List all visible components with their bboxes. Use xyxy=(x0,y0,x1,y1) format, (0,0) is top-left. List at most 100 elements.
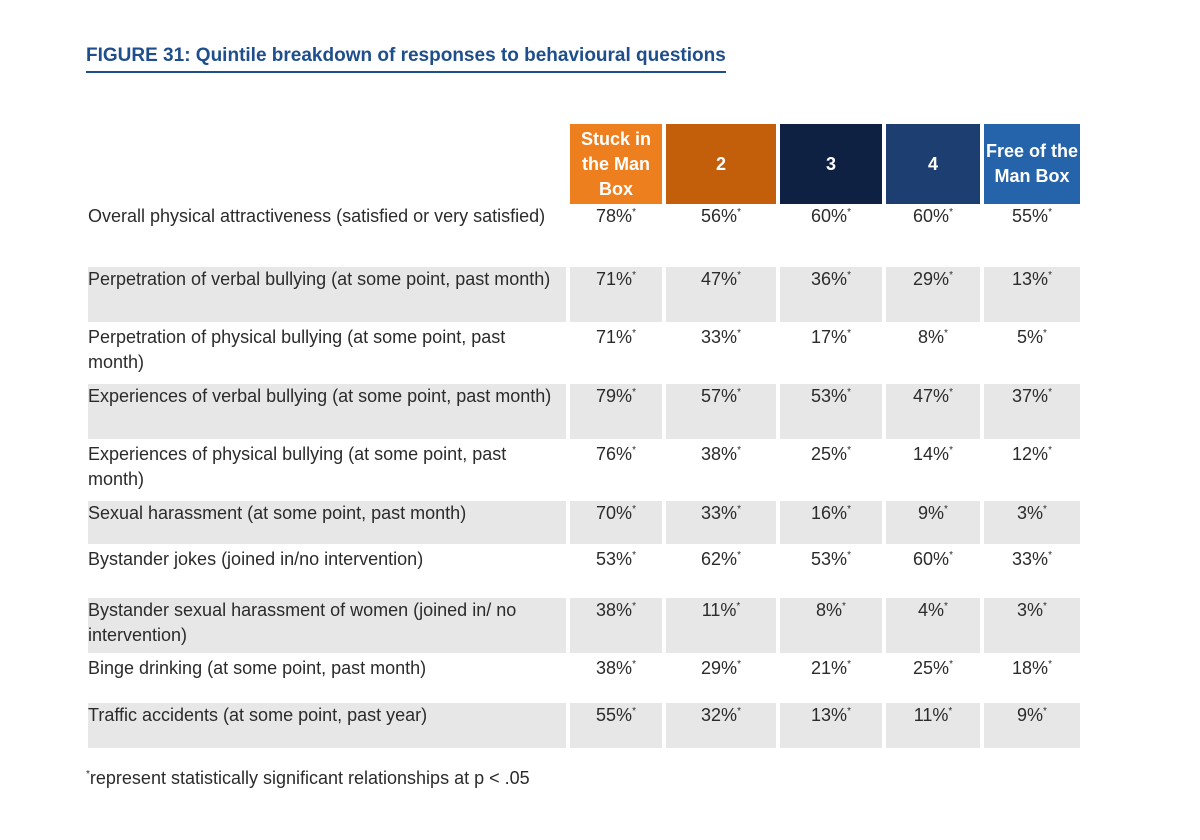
significance-marker: * xyxy=(632,207,636,218)
table-row: Bystander jokes (joined in/no interventi… xyxy=(88,547,1080,595)
significance-marker: * xyxy=(1043,601,1047,612)
table-row: Perpetration of verbal bullying (at some… xyxy=(88,267,1080,322)
significance-marker: * xyxy=(736,601,741,612)
table-row: Binge drinking (at some point, past mont… xyxy=(88,656,1080,700)
value-cell: 53%* xyxy=(570,547,662,595)
significance-marker: * xyxy=(632,706,636,717)
table-row: Experiences of physical bullying (at som… xyxy=(88,442,1080,498)
value-cell: 57%* xyxy=(666,384,776,439)
value-text: 18% xyxy=(1012,658,1049,678)
value-cell: 4%* xyxy=(886,598,980,653)
significance-marker: * xyxy=(737,706,741,717)
significance-marker: * xyxy=(949,207,953,218)
value-text: 8% xyxy=(918,327,945,347)
significance-marker: * xyxy=(737,207,741,218)
row-label: Overall physical attractiveness (satisfi… xyxy=(88,206,546,226)
value-text: 55% xyxy=(596,705,633,725)
value-cell: 9%* xyxy=(984,703,1080,748)
table-row: Overall physical attractiveness (satisfi… xyxy=(88,204,1080,264)
value-text: 17% xyxy=(811,327,848,347)
significance-marker: * xyxy=(632,601,636,612)
value-text: 12% xyxy=(1012,444,1049,464)
value-text: 14% xyxy=(913,444,950,464)
value-cell: 14%* xyxy=(886,442,980,498)
significance-marker: * xyxy=(632,504,636,515)
significance-marker: * xyxy=(632,270,636,281)
column-header-free: Free of the Man Box xyxy=(984,124,1080,204)
value-cell: 33%* xyxy=(984,547,1080,595)
significance-marker: * xyxy=(1048,550,1052,561)
significance-marker: * xyxy=(847,387,851,398)
value-text: 60% xyxy=(811,206,848,226)
significance-marker: * xyxy=(1048,270,1052,281)
significance-marker: * xyxy=(949,550,953,561)
value-cell: 11%* xyxy=(666,598,776,653)
value-cell: 36%* xyxy=(780,267,882,322)
value-text: 3% xyxy=(1017,503,1044,523)
value-text: 36% xyxy=(811,269,848,289)
value-cell: 17%* xyxy=(780,325,882,381)
value-cell: 71%* xyxy=(570,325,662,381)
significance-marker: * xyxy=(842,601,846,612)
value-text: 38% xyxy=(701,444,738,464)
significance-marker: * xyxy=(1043,504,1047,515)
significance-marker: * xyxy=(632,445,636,456)
significance-marker: * xyxy=(949,387,953,398)
significance-marker: * xyxy=(1048,207,1052,218)
significance-marker: * xyxy=(948,706,953,717)
value-text: 25% xyxy=(913,658,950,678)
value-text: 60% xyxy=(913,206,950,226)
row-label: Bystander jokes (joined in/no interventi… xyxy=(88,549,424,569)
row-label: Bystander sexual harassment of women (jo… xyxy=(88,598,566,653)
significance-marker: * xyxy=(1043,706,1047,717)
value-cell: 79%* xyxy=(570,384,662,439)
value-text: 78% xyxy=(596,206,633,226)
value-text: 56% xyxy=(701,206,738,226)
value-text: 11% xyxy=(701,600,737,620)
header-blank-cell xyxy=(88,124,566,204)
value-cell: 21%* xyxy=(780,656,882,700)
table-row: Traffic accidents (at some point, past y… xyxy=(88,703,1080,748)
row-label: Perpetration of physical bullying (at so… xyxy=(88,327,506,372)
value-cell: 62%* xyxy=(666,547,776,595)
value-text: 4% xyxy=(918,600,945,620)
value-text: 60% xyxy=(913,549,950,569)
significance-marker: * xyxy=(847,504,851,515)
table-row: Experiences of verbal bullying (at some … xyxy=(88,384,1080,439)
significance-marker: * xyxy=(1048,659,1052,670)
value-cell: 60%* xyxy=(886,204,980,264)
value-cell: 38%* xyxy=(570,656,662,700)
quintile-table: Stuck in the Man Box 2 3 4 Free of the M… xyxy=(84,124,1084,748)
significance-marker: * xyxy=(944,601,948,612)
value-cell: 8%* xyxy=(886,325,980,381)
value-cell: 37%* xyxy=(984,384,1080,439)
value-cell: 13%* xyxy=(984,267,1080,322)
value-cell: 3%* xyxy=(984,598,1080,653)
significance-marker: * xyxy=(632,550,636,561)
significance-marker: * xyxy=(1043,328,1047,339)
column-header-stuck: Stuck in the Man Box xyxy=(570,124,662,204)
value-cell: 47%* xyxy=(666,267,776,322)
column-header-2: 2 xyxy=(666,124,776,204)
row-label: Perpetration of verbal bullying (at some… xyxy=(88,267,566,322)
value-text: 13% xyxy=(1012,269,1049,289)
value-text: 33% xyxy=(1012,549,1049,569)
value-text: 29% xyxy=(701,658,738,678)
value-text: 9% xyxy=(918,503,945,523)
significance-marker: * xyxy=(847,328,851,339)
significance-marker: * xyxy=(949,445,953,456)
table-row: Perpetration of physical bullying (at so… xyxy=(88,325,1080,381)
value-cell: 60%* xyxy=(886,547,980,595)
value-text: 9% xyxy=(1017,705,1044,725)
significance-marker: * xyxy=(737,270,741,281)
value-cell: 9%* xyxy=(886,501,980,544)
value-text: 55% xyxy=(1012,206,1049,226)
value-text: 62% xyxy=(701,549,738,569)
value-cell: 53%* xyxy=(780,384,882,439)
significance-marker: * xyxy=(1048,387,1052,398)
significance-marker: * xyxy=(632,387,636,398)
value-cell: 78%* xyxy=(570,204,662,264)
significance-marker: * xyxy=(944,328,948,339)
value-text: 38% xyxy=(596,600,633,620)
value-cell: 70%* xyxy=(570,501,662,544)
